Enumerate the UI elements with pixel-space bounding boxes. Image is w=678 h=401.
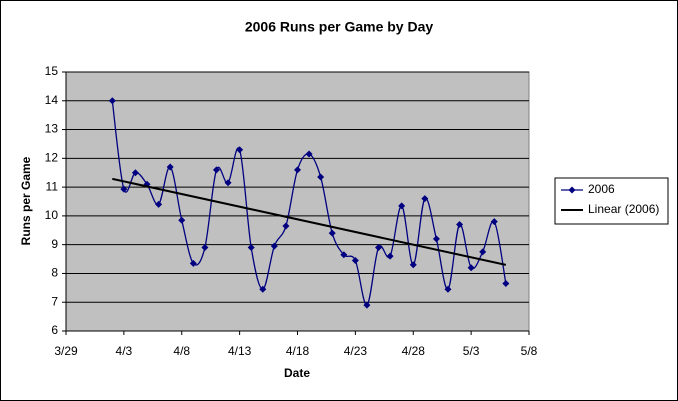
x-axis-title: Date <box>284 366 310 380</box>
data-point <box>224 179 232 187</box>
y-tick-label: 12 <box>45 151 59 165</box>
data-point <box>155 200 163 208</box>
data-point <box>212 166 220 174</box>
data-point <box>247 244 255 252</box>
data-point <box>201 244 209 252</box>
y-tick-label: 15 <box>45 64 59 78</box>
data-point <box>270 242 278 250</box>
data-point <box>305 150 313 158</box>
data-point <box>351 256 359 264</box>
y-tick-label: 6 <box>51 323 58 337</box>
data-point <box>479 248 487 256</box>
data-point <box>467 264 475 272</box>
legend-marker <box>568 186 576 194</box>
data-point <box>108 97 116 105</box>
legend-label: 2006 <box>588 182 615 196</box>
legend-label: Linear (2006) <box>588 202 659 216</box>
x-tick-label: 5/3 <box>463 344 480 358</box>
data-point <box>166 163 174 171</box>
data-point <box>421 195 429 203</box>
data-point <box>317 173 325 181</box>
x-tick-label: 4/8 <box>173 344 190 358</box>
data-point <box>386 252 394 260</box>
data-point <box>131 169 139 177</box>
y-tick-label: 8 <box>51 266 58 280</box>
y-tick-label: 7 <box>51 294 58 308</box>
y-tick-label: 14 <box>45 93 59 107</box>
x-tick-label: 4/18 <box>286 344 310 358</box>
data-point <box>236 146 244 154</box>
data-point <box>282 222 290 230</box>
data-point <box>328 229 336 237</box>
legend-box <box>554 177 669 225</box>
data-point <box>456 221 464 229</box>
data-point <box>294 166 301 174</box>
data-point <box>490 218 498 226</box>
plot-area <box>65 71 530 332</box>
y-tick-label: 9 <box>51 237 58 251</box>
data-point <box>409 261 417 269</box>
x-tick-label: 4/3 <box>116 344 133 358</box>
y-tick-label: 10 <box>45 208 59 222</box>
x-tick-label: 4/23 <box>344 344 368 358</box>
data-point <box>363 301 371 309</box>
y-axis-title: Runs per Game <box>19 156 33 245</box>
data-point <box>120 185 128 193</box>
x-tick-label: 5/8 <box>521 344 538 358</box>
y-tick-label: 13 <box>45 122 59 136</box>
data-point <box>432 235 440 243</box>
y-tick-label: 11 <box>46 179 59 193</box>
data-point <box>189 259 197 267</box>
data-point <box>340 251 348 259</box>
x-tick-label: 3/29 <box>54 344 78 358</box>
x-tick-label: 4/28 <box>402 344 426 358</box>
data-point <box>259 285 267 293</box>
data-point <box>398 202 406 210</box>
trend-line <box>112 177 507 266</box>
data-point <box>444 285 452 293</box>
data-point <box>375 244 383 252</box>
data-point <box>502 280 510 288</box>
chart-title: 2006 Runs per Game by Day <box>245 19 434 35</box>
data-point <box>178 216 186 224</box>
x-tick-label: 4/13 <box>228 344 252 358</box>
